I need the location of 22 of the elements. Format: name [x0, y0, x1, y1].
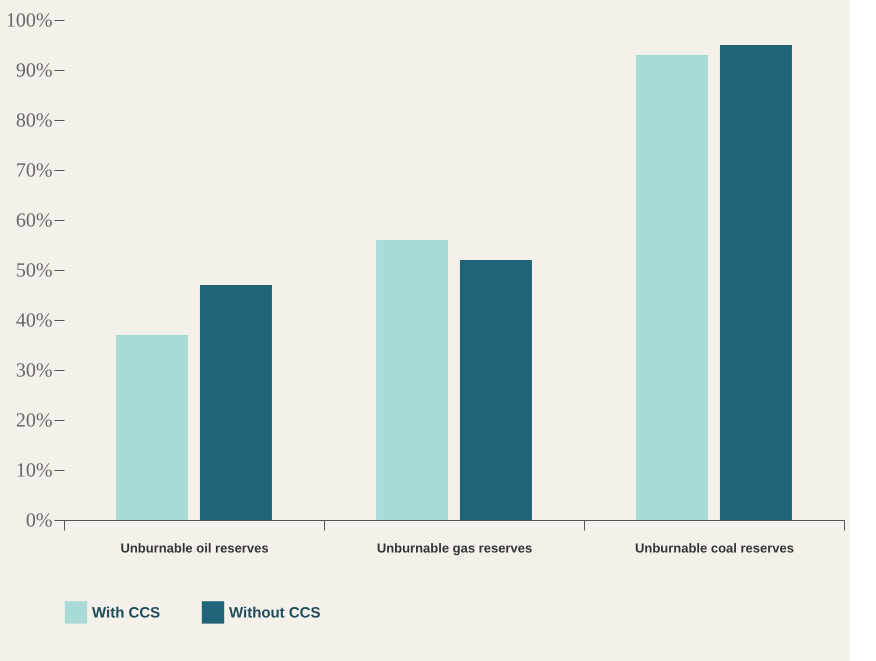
- x-tick-label: Unburnable coal reserves: [635, 540, 794, 556]
- x-tick-label: Unburnable oil reserves: [120, 540, 269, 556]
- bar: [376, 240, 448, 520]
- legend-label: Without CCS: [229, 604, 321, 622]
- y-tick-label: 100%: [6, 10, 52, 32]
- y-tick-label: 40%: [16, 310, 52, 332]
- bar: [636, 55, 708, 520]
- bar: [720, 45, 792, 520]
- y-tick-label: 0%: [26, 510, 52, 532]
- bar: [116, 335, 188, 520]
- y-tick-label: 70%: [16, 160, 52, 182]
- legend-label: With CCS: [92, 604, 160, 622]
- x-tick-label: Unburnable gas reserves: [376, 540, 532, 556]
- y-tick-label: 10%: [16, 460, 52, 482]
- y-tick-label: 50%: [16, 260, 52, 282]
- y-tick-label: 20%: [16, 410, 52, 432]
- bar: [200, 285, 272, 520]
- y-tick-label: 30%: [16, 360, 52, 382]
- bar: [460, 260, 532, 520]
- y-tick-label: 60%: [16, 210, 52, 232]
- y-tick-label: 90%: [16, 60, 52, 82]
- y-tick-label: 80%: [16, 110, 52, 132]
